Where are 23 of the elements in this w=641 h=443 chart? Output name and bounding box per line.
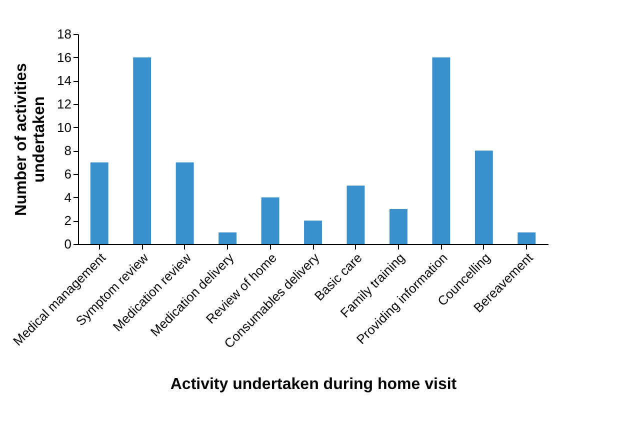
- y-tick-label: 8: [64, 143, 72, 158]
- bar: [90, 162, 108, 244]
- y-tick-label: 6: [64, 166, 72, 182]
- bar: [133, 57, 152, 244]
- y-tick-label: 16: [57, 50, 72, 65]
- bar: [176, 162, 194, 244]
- bar: [432, 57, 450, 244]
- y-tick-label: 12: [57, 96, 72, 112]
- y-tick-label: 0: [64, 236, 72, 252]
- bar: [304, 220, 322, 244]
- y-tick-label: 2: [64, 213, 72, 228]
- bar: [261, 197, 280, 244]
- bar: [518, 232, 536, 244]
- bar: [474, 150, 493, 244]
- bar: [218, 232, 237, 244]
- y-tick-label: 18: [57, 26, 72, 42]
- y-tick-label: 4: [64, 190, 72, 205]
- y-tick-label: 10: [57, 120, 72, 135]
- y-axis-title: Number of activities undertaken: [13, 62, 48, 216]
- bar: [346, 186, 365, 244]
- x-axis-title: Activity undertaken during home visit: [170, 376, 458, 394]
- bar: [389, 209, 408, 244]
- y-tick-label: 14: [57, 73, 72, 88]
